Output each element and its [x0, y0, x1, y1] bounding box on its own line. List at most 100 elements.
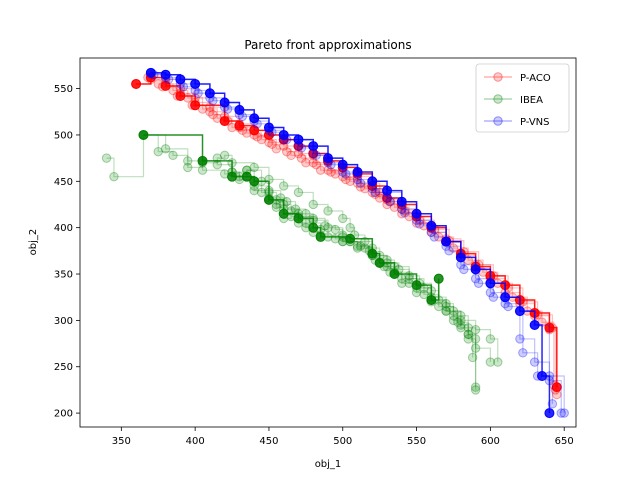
ibea-point	[463, 323, 473, 333]
legend-marker-ibea	[493, 94, 503, 104]
p-vns-best-point	[249, 113, 260, 124]
p-vns-best-point	[308, 141, 319, 152]
p-vns-best-point	[537, 371, 548, 382]
ibea-point	[441, 298, 451, 309]
ibea-point	[330, 224, 341, 235]
p-vns-best-point	[190, 78, 201, 89]
y-tick-label: 550	[54, 84, 73, 95]
axes: 350 400 450 500 550 600 650 200 250 300 350 400 450 5…	[54, 84, 574, 447]
p-vns-best-point	[367, 176, 378, 187]
ibea-point	[249, 162, 259, 173]
p-aco-point	[352, 178, 363, 188]
p-aco-point	[301, 158, 311, 168]
y-tick-label: 200	[54, 409, 73, 420]
p-aco-point	[311, 159, 321, 170]
ibea-point	[456, 323, 466, 333]
ibea-best-point	[138, 129, 149, 140]
ibea-point	[470, 382, 481, 392]
ibea-best-point	[278, 208, 289, 219]
ibea-point	[493, 357, 503, 367]
ibea-point	[109, 171, 119, 182]
p-vns-point	[385, 197, 395, 207]
ibea-point	[101, 153, 112, 163]
ibea-point	[153, 146, 163, 157]
p-vns-best-point	[352, 167, 363, 178]
p-vns-point	[518, 348, 528, 358]
p-aco-best-point	[160, 80, 171, 91]
ibea-point	[470, 334, 481, 344]
ibea-best-point	[345, 233, 356, 244]
p-aco-best-point	[234, 120, 245, 131]
ibea-point	[360, 243, 370, 253]
x-tick-label: 400	[186, 436, 205, 447]
x-axis-label: obj_1	[315, 459, 342, 470]
ibea-point	[463, 329, 473, 339]
ibea-point	[352, 243, 363, 253]
p-vns-best-point	[514, 306, 525, 317]
p-aco-point	[330, 169, 341, 179]
ibea-point	[441, 306, 451, 316]
ibea-best-point	[263, 194, 274, 205]
ibea-point	[456, 320, 466, 330]
ibea-point	[279, 181, 289, 191]
p-aco-best-point	[544, 322, 555, 333]
series-group	[101, 67, 569, 419]
ibea-point	[485, 357, 496, 367]
ibea-point	[448, 311, 459, 321]
x-tick-label: 550	[407, 436, 426, 447]
ibea-point	[485, 334, 496, 344]
ibea-point	[470, 343, 481, 353]
x-tick-label: 350	[112, 436, 131, 447]
p-vns-point	[556, 408, 566, 418]
p-vns-best-point	[441, 236, 452, 247]
p-vns-point	[529, 357, 540, 367]
ibea-best-point	[411, 280, 422, 291]
p-vns-point	[355, 178, 366, 188]
ibea-point	[290, 204, 301, 214]
p-aco-point	[323, 165, 333, 175]
p-aco-point	[345, 176, 355, 187]
p-vns-best-point	[337, 159, 348, 170]
p-vns-best-point	[411, 208, 422, 219]
legend-box	[475, 63, 570, 133]
ibea-best-point	[249, 176, 260, 187]
p-aco-point	[370, 189, 380, 199]
y-tick-label: 300	[54, 316, 73, 327]
p-vns-point	[485, 287, 496, 298]
p-vns-best-point	[160, 69, 171, 80]
ibea-point	[470, 324, 481, 335]
ibea-point	[441, 306, 451, 316]
p-aco-point	[256, 134, 267, 145]
p-vns-best-point	[470, 264, 481, 275]
ibea-point	[338, 213, 348, 224]
axes-frame	[79, 57, 577, 428]
p-aco-point	[205, 107, 215, 117]
x-tick-label: 600	[481, 436, 500, 447]
ibea-point	[467, 352, 478, 363]
p-vns-best-point	[293, 134, 304, 145]
p-vns-best-point	[382, 185, 393, 196]
ibea-best-point	[426, 294, 437, 305]
ibea-best-point	[433, 273, 444, 284]
ibea-point	[249, 185, 259, 196]
ibea-point	[345, 222, 355, 233]
plot-area	[101, 67, 569, 419]
y-tick-label: 500	[54, 130, 73, 141]
p-aco-front-line-2	[158, 83, 555, 386]
p-aco-point	[286, 150, 296, 161]
y-axis-label: obj_2	[28, 229, 39, 256]
p-vns-point	[370, 187, 380, 198]
ibea-best-point	[389, 269, 400, 280]
p-aco-point	[434, 232, 444, 242]
ibea-point	[448, 315, 459, 326]
y-tick-label: 450	[54, 177, 73, 188]
ibea-best-point	[197, 155, 208, 166]
ibea-point	[323, 206, 333, 216]
ibea-front-line-1	[143, 134, 477, 390]
y-tick-label: 250	[54, 362, 73, 373]
p-vns-best-point	[485, 278, 496, 289]
p-vns-best-point	[204, 88, 215, 99]
x-tick-label: 500	[333, 436, 352, 447]
y-tick-label: 350	[54, 270, 73, 281]
y-tick-label: 400	[54, 223, 73, 234]
